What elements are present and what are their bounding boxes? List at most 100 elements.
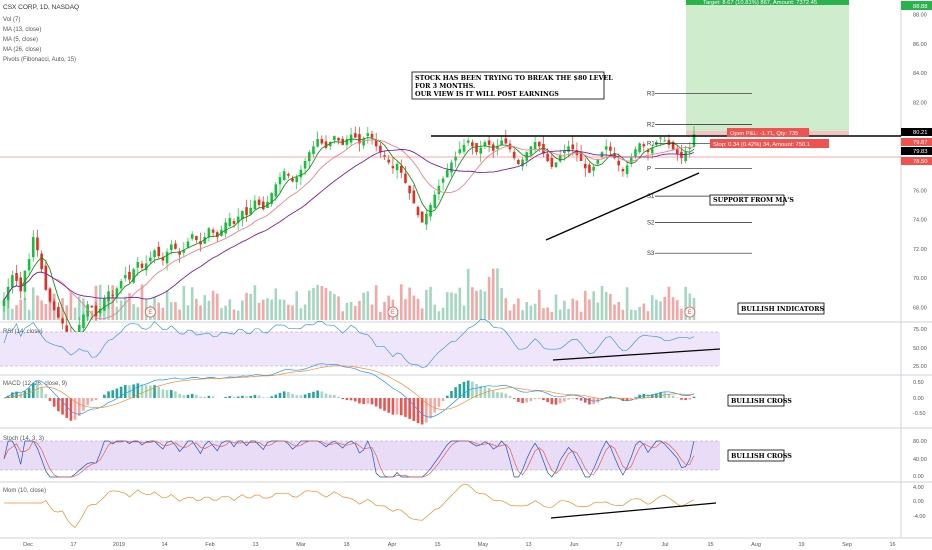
candle-body [358,134,361,144]
macd-hist-bar [186,394,190,398]
macd-hist-bar [199,396,202,398]
stoch-panel[interactable]: Stoch (14, 3, 3) 80.00 40.00 0.00 [0,436,927,480]
candle-body [19,277,23,292]
candle-body [77,324,81,338]
indicator-vol[interactable]: Vol (7) [3,17,20,23]
candle-body [542,143,545,154]
candle-body [420,211,424,223]
volume-bar [537,289,541,320]
volume-bar [190,287,194,320]
price-tags: 88.88 80.21 79.87 79.83 78.50 [901,1,932,165]
support-box: SUPPORT FROM MA'S [709,194,794,206]
candle-body [583,163,587,169]
open-pl-label: Open P&L: -1.71, Qty: 735 [730,131,798,137]
macd-hist-bar [253,394,257,398]
volume-bar [44,304,48,320]
macd-tick-neg: -0.50 [913,411,926,417]
macd-hist-bar [667,393,671,398]
price-tick-label: 68.00 [913,305,927,311]
candle-body [190,234,194,239]
macd-hist-bar [144,385,148,398]
candle-body [15,273,18,282]
time-axis[interactable]: Dec 17 2019 14 Feb 13 Mar 18 Apr 15 May 13 Jun 17 Jul 1… [23,542,895,548]
macd-hist-bar [487,388,491,398]
candle-body [588,164,591,173]
macd-hist-bar [408,398,411,419]
volume-bar [634,310,637,320]
rsi-tick-25: 25.00 [913,364,927,370]
volume-bar [215,293,219,320]
note-line-3: OUR VIEW IS IT WILL POST EARNINGS [415,90,559,98]
macd-hist-bar [291,394,294,398]
indicator-ma13[interactable]: MA (13, close) [3,27,41,33]
time-tick-label: Feb [205,542,214,548]
macd-panel[interactable]: MACD (12, 26, close, 9) 0.50 0.00 -0.50 [3,363,926,425]
volume-bar [341,311,345,320]
candle-body [232,221,236,224]
macd-hist-bar [383,398,386,411]
note-box: STOCK HAS BEEN TRYING TO BREAK THE $80 L… [411,71,613,100]
volume-bar [140,284,144,320]
volume-bar [241,300,244,320]
time-tick-label: Sep [842,542,852,548]
macd-hist-bar [650,394,654,398]
candle-body [370,133,374,138]
candle-body [450,162,453,173]
candles [2,126,696,349]
indicator-ma5[interactable]: MA (5, close) [3,37,38,43]
bullish-cross-stoch-box: BULLISH CROSS [727,449,792,462]
volume-bar [462,305,466,320]
volume-bar [23,297,27,320]
open-pl-tag: Open P&L: -1.71, Qty: 735 [727,128,809,137]
macd-hist-bar [203,396,207,398]
pivot-label: S2 [647,220,655,226]
indicator-ma26[interactable]: MA (26, close) [3,47,41,53]
macd-hist-bar [132,384,135,398]
candle-body [324,141,328,148]
momentum-panel[interactable]: Mom (10, close) 4.00 0.00 -4.00 [3,483,926,529]
earnings-letter: E [148,310,152,316]
macd-hist-bar [195,394,198,398]
target-zone [686,5,849,131]
macd-hist-bar [445,395,449,398]
bullish-cross-macd-box: BULLISH CROSS [727,394,792,407]
rsi-panel[interactable]: RSI (14, close) 75.00 50.00 25.00 [0,319,927,370]
volume-bar [445,292,449,320]
candle-body [471,142,474,147]
candle-body [684,152,687,162]
volume-bar [362,292,365,320]
macd-hist-bar [337,396,340,398]
volume-bar [169,302,173,320]
volume-bar [554,294,558,320]
volume-bar [629,309,633,320]
macd-hist-bar [621,398,625,401]
stoch-label: Stoch (14, 3, 3) [3,436,44,442]
candle-body [123,275,127,279]
volume-bar [684,286,687,320]
volume-bar [123,296,127,320]
candle-body [550,158,554,167]
indicator-pivots[interactable]: Pivots (Fibonacci, Auto, 15) [3,57,76,63]
macd-hist-bar [537,398,541,399]
momentum-trendline [550,502,717,519]
macd-hist-bar [525,398,529,403]
candle-body [52,301,56,311]
stoch-tick-0: 0.00 [913,474,924,480]
macd-hist-bar [236,396,240,398]
macd-hist-bar [558,398,562,404]
volume-bar [353,305,357,320]
macd-hist-bar [211,396,215,398]
candle-body [103,298,106,311]
candle-body [291,178,294,182]
volume-bar [638,306,641,320]
volume-bar [379,311,382,320]
macd-tick-zero: 0.00 [913,396,924,402]
volume-bar [157,302,161,320]
macd-hist-bar [588,398,591,405]
volume-bar [40,300,43,320]
macd-hist-bar [634,397,637,398]
volume-bar [261,299,265,320]
volume-bar [521,310,524,320]
